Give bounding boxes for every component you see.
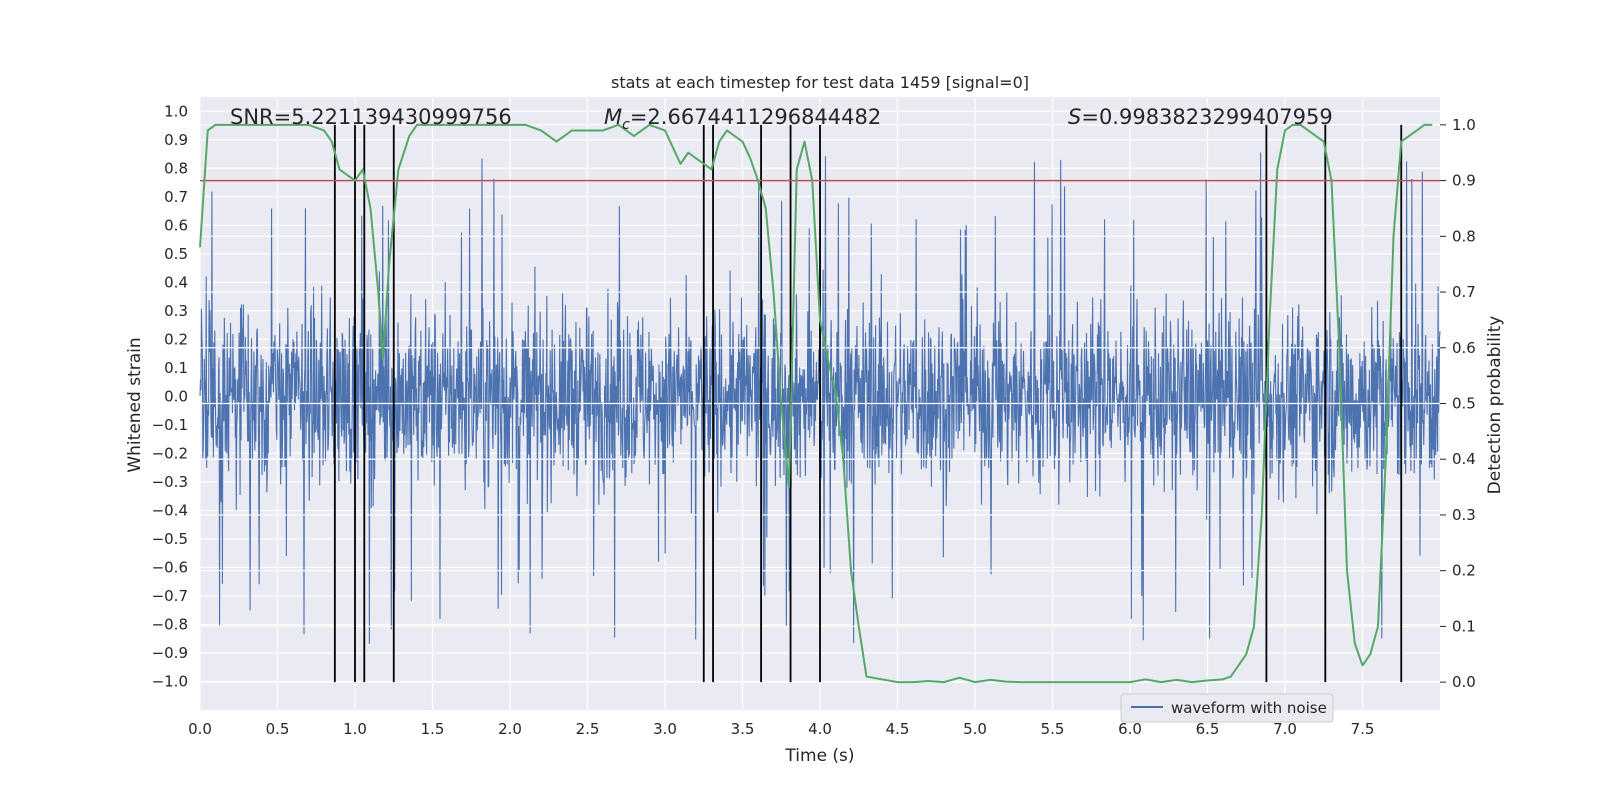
y-right-tick-label: 0.0 bbox=[1452, 673, 1476, 691]
y-left-tick-label: 0.9 bbox=[164, 131, 188, 149]
y-right-axis-ticks: 1.0 0.9 0.8 0.7 0.6 0.5 0.4 0.3 0.2 0.1 0.0 bbox=[1440, 116, 1476, 691]
y-left-tick-label: 0.3 bbox=[164, 302, 188, 320]
mc-annotation: Mc=2.6674411296844482 bbox=[604, 105, 881, 133]
mc-value: =2.6674411296844482 bbox=[630, 105, 881, 129]
snr-annotation: SNR=5.221139430999756 bbox=[230, 105, 512, 129]
y-left-tick-label: −0.7 bbox=[152, 587, 188, 605]
x-tick-label: 7.0 bbox=[1273, 720, 1297, 738]
x-tick-label: 0.5 bbox=[266, 720, 290, 738]
x-axis-label: Time (s) bbox=[784, 746, 854, 766]
x-tick-label: 6.5 bbox=[1196, 720, 1220, 738]
y-left-tick-label: 0.5 bbox=[164, 245, 188, 263]
x-tick-label: 4.5 bbox=[886, 720, 910, 738]
s-annotation: S=0.9983823299407959 bbox=[1068, 105, 1333, 129]
x-tick-label: 3.0 bbox=[653, 720, 677, 738]
y-right-tick-label: 0.2 bbox=[1452, 562, 1476, 580]
y-left-axis-label: Whitened strain bbox=[125, 337, 145, 472]
y-left-tick-label: −0.3 bbox=[152, 473, 188, 491]
s-value: =0.9983823299407959 bbox=[1081, 105, 1332, 129]
s-symbol: S bbox=[1068, 105, 1081, 129]
y-right-tick-label: 0.5 bbox=[1452, 395, 1476, 413]
y-left-tick-label: −1.0 bbox=[152, 672, 188, 690]
y-left-tick-label: −0.1 bbox=[152, 416, 188, 434]
y-left-tick-label: 0.7 bbox=[164, 188, 188, 206]
probability-line bbox=[199, 123, 1433, 684]
y-right-axis-label: Detection probability bbox=[1485, 316, 1505, 495]
y-left-tick-label: 0.1 bbox=[164, 359, 188, 377]
mc-symbol: M bbox=[604, 105, 622, 129]
legend-box bbox=[1120, 693, 1334, 723]
y-left-tick-label: 0.4 bbox=[164, 273, 188, 291]
y-left-tick-label: 0.6 bbox=[164, 216, 188, 234]
y-left-tick-label: −0.9 bbox=[152, 644, 188, 662]
y-left-tick-label: −0.6 bbox=[152, 558, 188, 576]
y-right-tick-label: 0.4 bbox=[1452, 450, 1476, 468]
y-right-tick-label: 1.0 bbox=[1452, 116, 1476, 134]
x-tick-label: 1.0 bbox=[343, 720, 367, 738]
y-left-tick-label: −0.2 bbox=[152, 444, 188, 462]
y-left-tick-label: 0.0 bbox=[164, 387, 188, 405]
x-tick-label: 2.5 bbox=[576, 720, 600, 738]
y-right-tick-label: 0.9 bbox=[1452, 172, 1476, 190]
x-tick-label: 0.0 bbox=[188, 720, 212, 738]
legend: waveform with noise bbox=[1120, 693, 1334, 723]
y-right-tick-label: 0.6 bbox=[1452, 339, 1476, 357]
y-right-tick-label: 0.1 bbox=[1452, 617, 1476, 635]
x-tick-label: 2.0 bbox=[498, 720, 522, 738]
y-left-tick-label: −0.8 bbox=[152, 615, 188, 633]
x-tick-label: 4.0 bbox=[808, 720, 832, 738]
y-left-tick-label: 0.2 bbox=[164, 330, 188, 348]
y-right-tick-label: 0.7 bbox=[1452, 283, 1476, 301]
y-left-tick-label: 0.8 bbox=[164, 159, 188, 177]
mc-subscript: c bbox=[622, 117, 630, 133]
y-left-tick-label: −0.5 bbox=[152, 530, 188, 548]
probability-series bbox=[199, 123, 1433, 684]
y-left-tick-label: −0.4 bbox=[152, 501, 188, 519]
y-left-axis-ticks: 1.0 0.9 0.8 0.7 0.6 0.5 0.4 0.3 0.2 0.1 0.0 −0.1 −0.… bbox=[152, 102, 188, 690]
chart-title: stats at each timestep for test data 145… bbox=[611, 73, 1029, 92]
x-tick-label: 6.0 bbox=[1118, 720, 1142, 738]
x-axis-ticks: 0.0 0.5 1.0 1.5 2.0 2.5 3.0 3.5 4.0 4.5 5.0 5.5 6.0 6… bbox=[188, 720, 1374, 738]
legend-label: waveform with noise bbox=[1171, 699, 1327, 717]
y-right-tick-label: 0.3 bbox=[1452, 506, 1476, 524]
x-tick-label: 1.5 bbox=[421, 720, 445, 738]
x-tick-label: 7.5 bbox=[1351, 720, 1375, 738]
x-tick-label: 5.5 bbox=[1041, 720, 1065, 738]
y-right-tick-label: 0.8 bbox=[1452, 227, 1476, 245]
x-tick-label: 3.5 bbox=[731, 720, 755, 738]
y-left-tick-label: 1.0 bbox=[164, 102, 188, 120]
x-tick-label: 5.0 bbox=[963, 720, 987, 738]
